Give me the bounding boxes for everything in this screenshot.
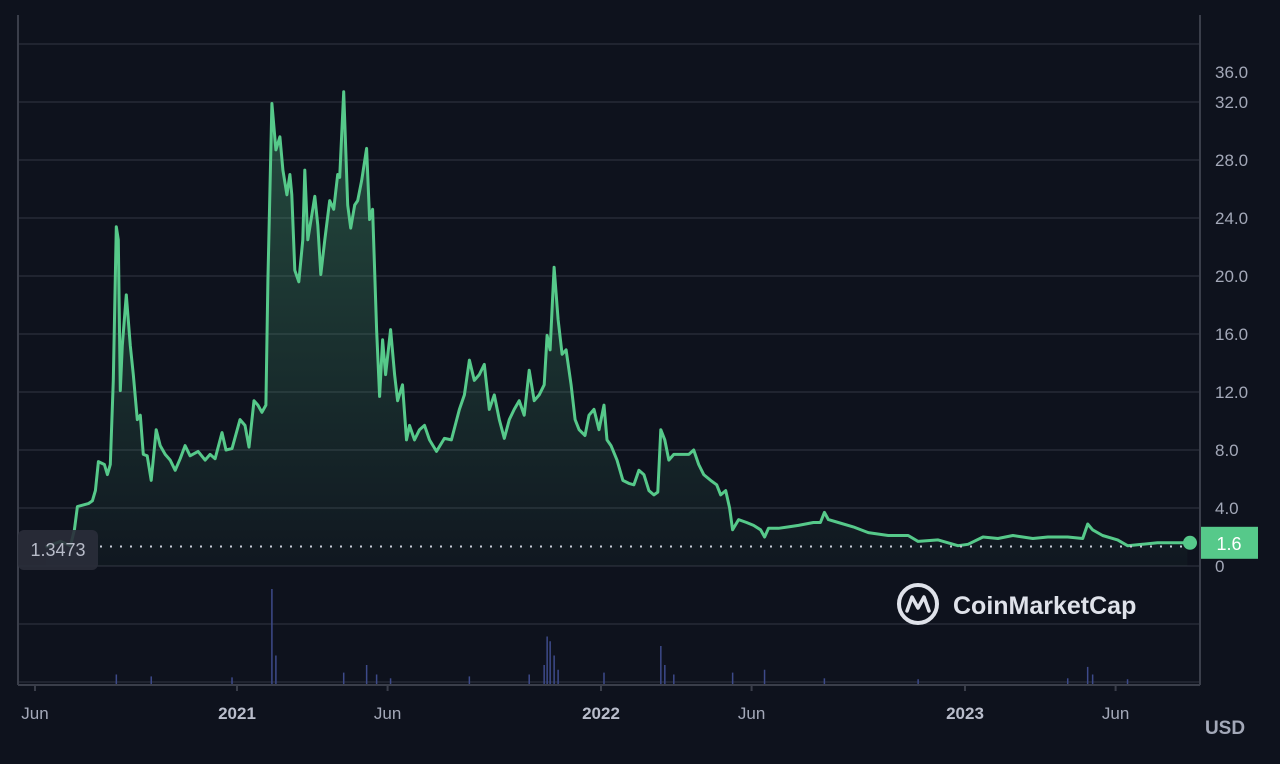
y-axis: 0 4.0 8.0 12.0 16.0 20.0 24.0 28.0 32.0 36.0 [1215,63,1248,576]
x-tick-label: 2021 [218,704,256,723]
coinmarketcap-logo-icon [897,583,939,625]
x-tick-label: Jun [738,704,765,723]
x-tick-label: 2023 [946,704,984,723]
y-tick-label: 12.0 [1215,383,1248,402]
coinmarketcap-watermark: CoinMarketCap [897,583,1136,625]
price-line[interactable] [44,90,1188,549]
plot-frame [17,15,1201,686]
y-tick-label: 36.0 [1215,63,1248,82]
gridlines [18,43,1200,683]
y-tick-label: 0 [1215,557,1224,576]
currency-label: USD [1205,718,1245,739]
x-tick-label: Jun [374,704,401,723]
x-tick-label: Jun [21,704,48,723]
last-price-badge: 1.6 [1201,526,1258,559]
volume-bars [115,589,1129,684]
y-tick-label: 28.0 [1215,151,1248,170]
x-tick-label: 2022 [582,704,620,723]
price-area [45,91,1188,567]
y-tick-label: 4.0 [1215,499,1239,518]
y-tick-label: 32.0 [1215,93,1248,112]
y-tick-label: 16.0 [1215,325,1248,344]
x-tick-label: Jun [1102,704,1129,723]
last-price-label: 1.6 [1216,534,1241,554]
first-price-label: 1.3473 [30,540,85,560]
x-axis: Jun 2021 Jun 2022 Jun 2023 Jun [21,685,1129,723]
watermark-text: CoinMarketCap [953,592,1136,620]
y-tick-label: 24.0 [1215,209,1248,228]
first-price-badge: 1.3473 [18,530,98,570]
y-tick-label: 8.0 [1215,441,1239,460]
y-tick-label: 20.0 [1215,267,1248,286]
last-price-dot [1183,535,1197,550]
